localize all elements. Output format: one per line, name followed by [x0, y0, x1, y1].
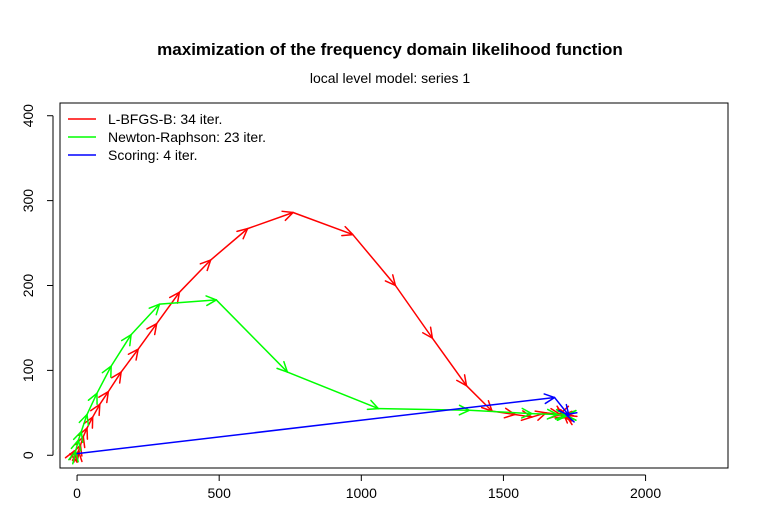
series-0-arrow: [394, 284, 434, 339]
series-1-arrow: [110, 333, 132, 367]
chart-title: maximization of the frequency domain lik…: [157, 40, 623, 59]
series-1-arrow: [468, 409, 533, 415]
series-1-arrow: [80, 413, 88, 433]
legend-label: L-BFGS-B: 34 iter.: [108, 111, 222, 127]
series-0-arrow: [99, 390, 110, 406]
series-0-arrow: [107, 371, 122, 393]
series-2-arrow: [553, 396, 570, 417]
series-1-arrow: [86, 392, 98, 416]
x-tick-label: 1500: [488, 485, 519, 501]
series-0-arrow: [178, 259, 212, 294]
legend-label: Newton-Raphson: 23 iter.: [108, 129, 266, 145]
x-tick-label: 1000: [346, 485, 377, 501]
series-0-arrow-head: [422, 326, 434, 339]
series-0-arrow-head: [456, 374, 468, 387]
series-0-arrow: [431, 337, 468, 387]
x-tick-label: 0: [73, 485, 81, 501]
series-1-arrow: [96, 365, 112, 395]
y-tick-label: 200: [20, 274, 36, 298]
series-0-arrow: [465, 384, 493, 412]
series-2-arrow: [76, 396, 556, 455]
series-0-arrow: [209, 227, 249, 261]
series-0-arrow: [246, 211, 294, 230]
series-0-arrow: [514, 413, 533, 418]
series-2-arrow-head: [565, 412, 578, 423]
series-1-arrow-head: [120, 333, 132, 347]
y-tick-label: 0: [20, 451, 36, 459]
series-0-arrow-head: [110, 371, 122, 384]
series-0-arrow: [91, 403, 101, 418]
series-0-arrow: [137, 322, 158, 350]
y-tick-label: 100: [20, 358, 36, 382]
series-1-arrow: [72, 450, 77, 465]
legend-label: Scoring: 4 iter.: [108, 147, 198, 163]
series-1-arrow: [74, 439, 80, 452]
series-1-arrow: [158, 299, 218, 305]
x-tick-label: 2000: [630, 485, 661, 501]
y-tick-label: 300: [20, 189, 36, 213]
series-1-arrow: [215, 299, 289, 373]
series-0-arrow: [155, 291, 181, 325]
series-0-arrow: [352, 233, 397, 287]
plot-frame: [59, 102, 729, 469]
series-1-arrow: [286, 371, 380, 410]
series-1-arrow: [531, 412, 559, 416]
y-tick-label: 400: [20, 104, 36, 128]
chart-subtitle: local level model: series 1: [309, 70, 471, 86]
series-0-arrow: [86, 416, 94, 429]
x-tick-label: 500: [208, 485, 232, 501]
series-0-arrow-head: [98, 390, 110, 404]
series-0-arrow: [292, 211, 354, 236]
series-0-arrow: [120, 348, 139, 373]
series-1-arrow: [130, 303, 161, 336]
